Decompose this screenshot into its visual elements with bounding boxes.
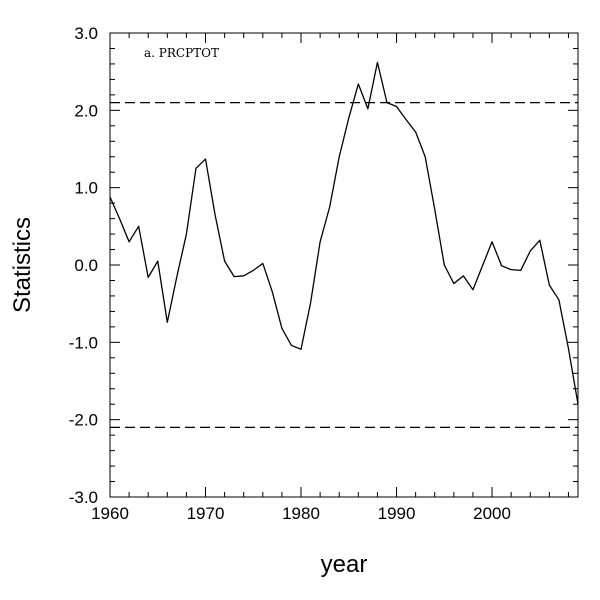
chart-annotation: a. PRCPTOT [144,46,219,60]
y-tick-label: 3.0 [74,24,98,43]
y-tick-label: 2.0 [74,101,98,120]
y-tick-label: -1.0 [69,333,98,352]
reference-lines [110,101,578,429]
tick-labels: 1960 1970 1980 1990 2000 3.0 2.0 1.0 0.0 -1.0 -2.0… [69,24,511,523]
x-tick-label: 1970 [187,504,225,523]
y-tick-label: -2.0 [69,411,98,430]
series-layer [109,61,579,405]
y-tick-label: 0.0 [74,256,98,275]
x-tick-label: 1990 [378,504,416,523]
x-tick-label: 1960 [91,504,129,523]
y-axis-title: Statistics [9,217,36,313]
series-line [109,61,579,405]
y-tick-label: 1.0 [74,179,98,198]
x-tick-label: 1980 [282,504,320,523]
y-tick-label: -3.0 [69,488,98,507]
ticks-layer [109,32,578,498]
x-axis-title: year [321,551,368,578]
x-tick-label: 2000 [473,504,511,523]
